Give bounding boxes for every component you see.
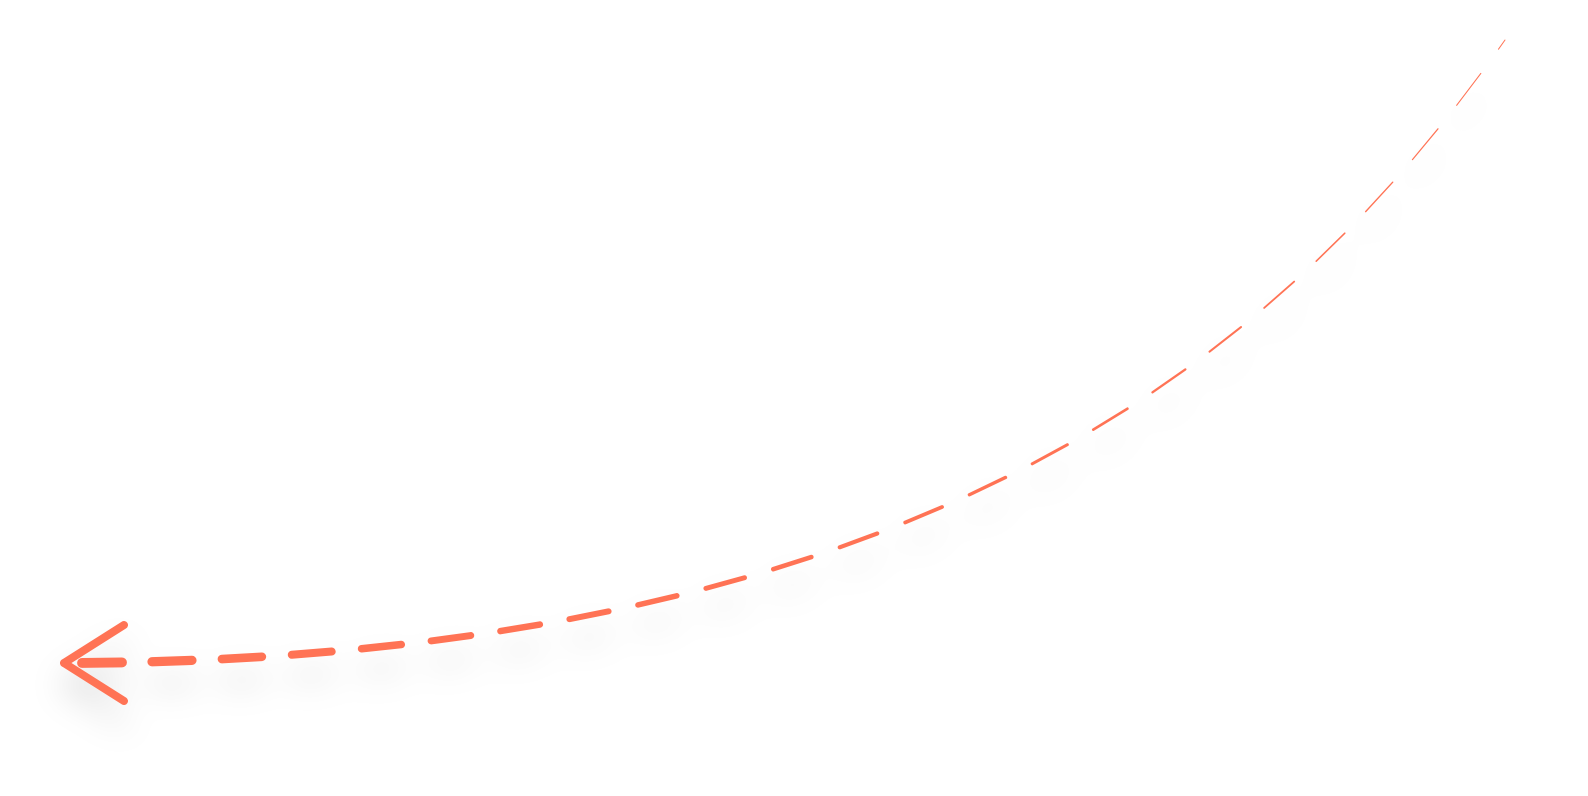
arrow-dash [1091,407,1129,431]
arrow-dash [770,554,814,572]
arrow-dash [837,531,880,550]
arrow-dash [357,640,406,653]
arrow-dash [1263,280,1296,309]
arrow-dash [1497,39,1506,50]
arrow-dash [1315,232,1346,262]
arrow-dash [1030,443,1069,466]
arrow-dash [427,632,475,645]
arrow-dash [903,505,944,525]
arrow-dash [967,475,1008,497]
arrow-dash [287,647,336,659]
arrowhead-upper [60,621,128,667]
arrowhead-lower [60,659,128,705]
arrow-dash [635,593,680,608]
arrow-dash [1208,326,1243,353]
arrow-dash [147,655,197,667]
arrow-dash [1411,128,1439,161]
arrow-dash [217,652,267,664]
arrow-dash [497,621,544,635]
arrow-dash [566,608,612,623]
arrow-dash [1151,368,1187,394]
arrow-dash [1364,181,1394,213]
arrow-dash [703,575,747,591]
guide-path [62,40,1505,663]
arrow-dash [77,657,127,668]
arrow-dash [1456,72,1482,106]
dashed-arrow [60,39,1506,705]
